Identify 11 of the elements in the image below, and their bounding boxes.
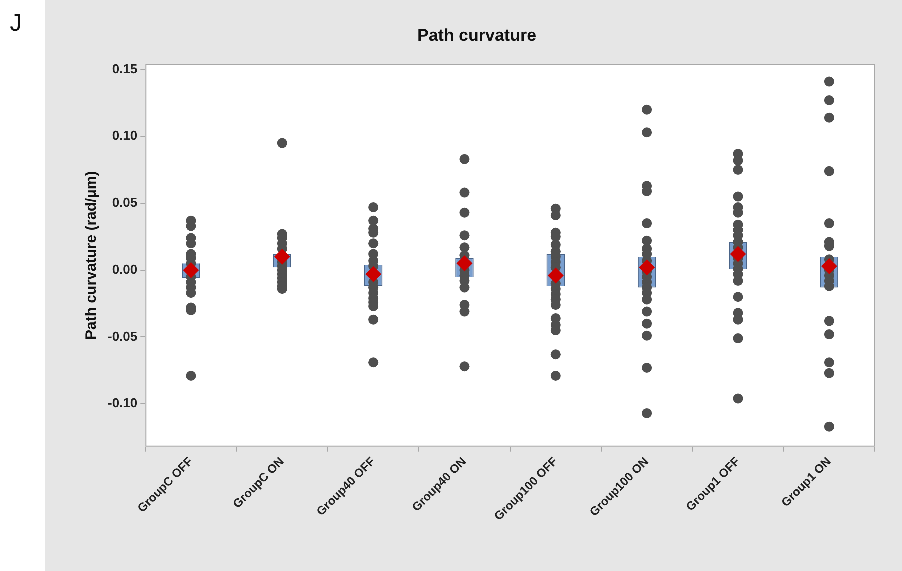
point bbox=[274, 248, 290, 265]
point bbox=[456, 256, 473, 272]
y-tick-label: 0.05 bbox=[112, 195, 138, 210]
y-tick-label: 0.10 bbox=[112, 128, 138, 144]
text: J bbox=[10, 10, 22, 38]
y-axis-title: Path curvature (rad/µm) bbox=[83, 171, 100, 340]
y-tick-label: 0.00 bbox=[112, 262, 138, 277]
y-tick-label: -0.05 bbox=[108, 328, 138, 344]
chart-title: Path curvature bbox=[417, 26, 537, 45]
y-tick-label: 0.15 bbox=[112, 61, 138, 76]
y-tick-label: -0.10 bbox=[108, 396, 138, 411]
